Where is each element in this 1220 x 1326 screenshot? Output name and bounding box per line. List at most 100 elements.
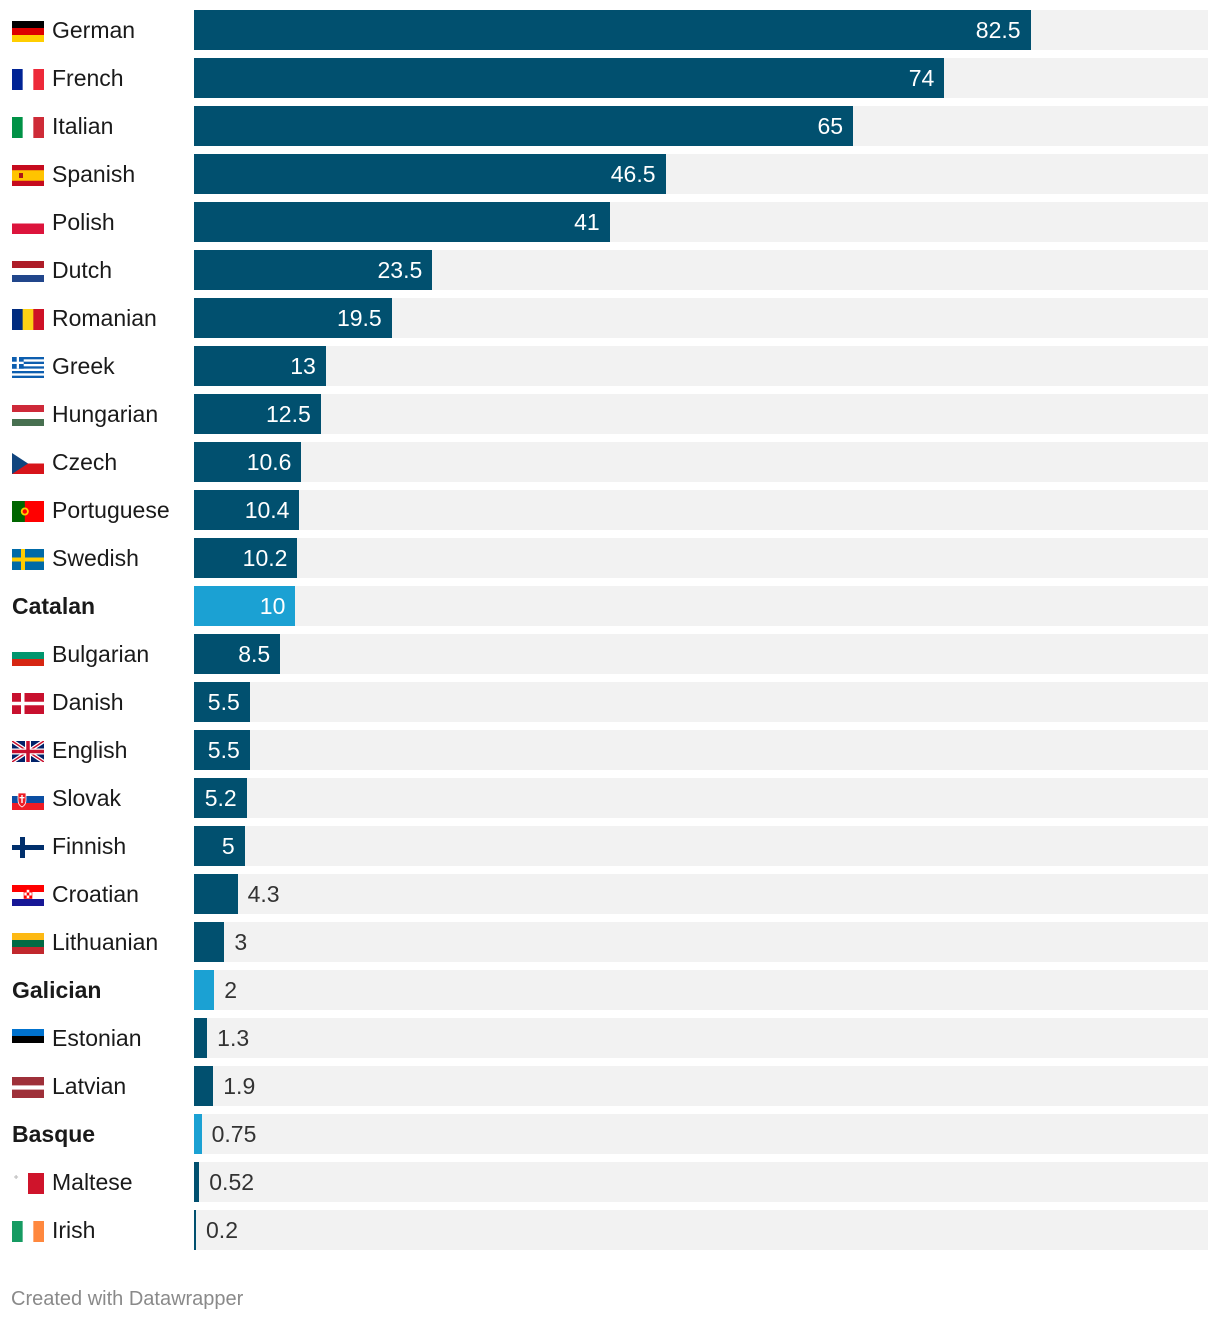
bar-spanish: [194, 154, 666, 194]
category-label: Catalan: [12, 593, 96, 619]
bar-row-estonian: Estonian 1.3: [0, 1018, 1220, 1058]
bar-track: [194, 1210, 1208, 1250]
value-label: 1.9: [223, 1073, 256, 1099]
bar-row-english: English 5.5: [0, 730, 1220, 770]
bar-row-romanian: Romanian 19.5: [0, 298, 1220, 338]
bar-row-italian: Italian 65: [0, 106, 1220, 146]
flag-mt-icon: [12, 1173, 44, 1194]
bar-row-greek: Greek 13: [0, 346, 1220, 386]
value-label: 2: [224, 977, 238, 1003]
category-label: Spanish: [52, 161, 136, 187]
bar-croatian: [194, 874, 238, 914]
flag-dk-icon: [12, 693, 44, 714]
value-label: 0.2: [206, 1217, 238, 1243]
value-label: 82.5: [975, 17, 1021, 43]
category-label: Slovak: [52, 785, 122, 811]
flag-sk-icon: [12, 789, 44, 810]
bar-hungarian: [194, 394, 321, 434]
bar-row-maltese: Maltese 0.52: [0, 1162, 1220, 1202]
bar-row-polish: Polish 41: [0, 202, 1220, 242]
bar-track: [194, 826, 1208, 866]
flag-bg-icon: [12, 645, 44, 666]
flag-ee-icon: [12, 1029, 44, 1050]
category-label: Estonian: [52, 1025, 142, 1051]
category-label: Hungarian: [52, 401, 159, 427]
bar-row-swedish: Swedish 10.2: [0, 538, 1220, 578]
flag-ro-icon: [12, 309, 44, 330]
bar-row-croatian: Croatian 4.3: [0, 874, 1220, 914]
bar-english: [194, 730, 250, 770]
flag-de-icon: [12, 21, 44, 42]
bar-row-german: German 82.5: [0, 10, 1220, 50]
category-label: German: [52, 17, 136, 43]
flag-hr-icon: [12, 885, 44, 906]
category-label: Latvian: [52, 1073, 127, 1099]
bar-track: [194, 922, 1208, 962]
category-label: Romanian: [52, 305, 157, 331]
category-label: Lithuanian: [52, 929, 159, 955]
bar-row-dutch: Dutch 23.5: [0, 250, 1220, 290]
bar-track: [194, 442, 1208, 482]
bar-track: [194, 778, 1208, 818]
flag-se-icon: [12, 549, 44, 570]
bar-row-slovak: Slovak 5.2: [0, 778, 1220, 818]
value-label: 5.5: [207, 689, 240, 715]
category-label: Croatian: [52, 881, 139, 907]
category-label: Maltese: [52, 1169, 133, 1195]
bar-track: [194, 1018, 1208, 1058]
bar-finnish: [194, 826, 245, 866]
bar-italian: [194, 106, 854, 146]
value-label: 10.6: [246, 449, 292, 475]
value-label: 5: [221, 833, 235, 859]
value-label: 4.3: [247, 881, 280, 907]
bar-dutch: [194, 250, 433, 290]
bar-row-spanish: Spanish 46.5: [0, 154, 1220, 194]
bar-track: [194, 970, 1208, 1010]
bar-latvian: [194, 1066, 214, 1106]
value-label: 74: [908, 65, 935, 91]
bar-track: [194, 730, 1208, 770]
bar-row-latvian: Latvian 1.9: [0, 1066, 1220, 1106]
value-label: 1.3: [217, 1025, 250, 1051]
category-label: Italian: [52, 113, 114, 139]
bar-row-galician: Galician 2: [0, 970, 1220, 1010]
bar-track: [194, 682, 1208, 722]
bar-catalan: [194, 586, 296, 626]
bar-track: [194, 634, 1208, 674]
bar-track: [194, 874, 1208, 914]
flag-ie-icon: [12, 1221, 44, 1242]
category-label: Irish: [52, 1217, 96, 1243]
value-label: 46.5: [610, 161, 656, 187]
bar-chart: German 82.5 French 74 Italian 65 Spanish 46.5 Po…: [0, 10, 1220, 1250]
category-label: Swedish: [52, 545, 139, 571]
bar-row-catalan: Catalan 10: [0, 586, 1220, 626]
category-label: Portuguese: [52, 497, 170, 523]
flag-pl-icon: [12, 213, 44, 234]
bar-german: [194, 10, 1031, 50]
footer-credit: Created with Datawrapper: [11, 1288, 244, 1310]
bar-row-finnish: Finnish 5: [0, 826, 1220, 866]
bar-row-french: French 74: [0, 58, 1220, 98]
category-label: Polish: [52, 209, 115, 235]
bar-row-czech: Czech 10.6: [0, 442, 1220, 482]
bar-track: [194, 538, 1208, 578]
bar-track: [194, 490, 1208, 530]
value-label: 41: [574, 209, 600, 235]
bar-row-irish: Irish 0.2: [0, 1210, 1220, 1250]
bar-basque: [194, 1114, 202, 1154]
value-label: 5.2: [204, 785, 237, 811]
flag-fi-icon: [12, 837, 44, 858]
category-label: Bulgarian: [52, 641, 150, 667]
value-label: 5.5: [207, 737, 240, 763]
bar-row-bulgarian: Bulgarian 8.5: [0, 634, 1220, 674]
flag-lv-icon: [12, 1077, 44, 1098]
category-label: Basque: [12, 1121, 96, 1147]
bar-greek: [194, 346, 326, 386]
bar-track: [194, 586, 1208, 626]
bar-estonian: [194, 1018, 208, 1058]
category-label: English: [52, 737, 128, 763]
bar-irish: [194, 1210, 197, 1250]
value-label: 0.75: [211, 1121, 257, 1147]
bar-row-danish: Danish 5.5: [0, 682, 1220, 722]
bar-track: [194, 1066, 1208, 1106]
